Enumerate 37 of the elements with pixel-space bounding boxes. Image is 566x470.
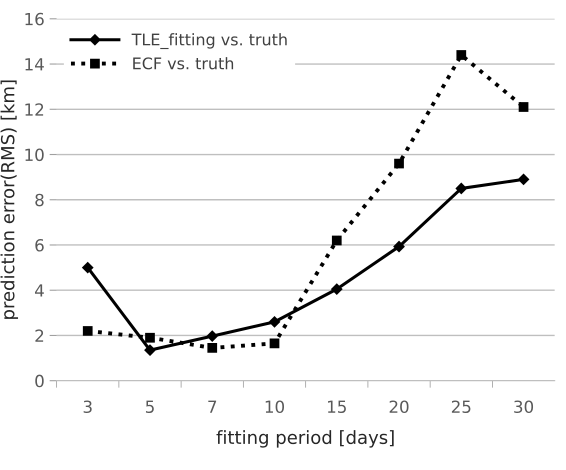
y-tick-label: 14: [25, 58, 44, 70]
point: [206, 330, 218, 342]
y-tick-label: 4: [35, 284, 44, 297]
point: [145, 332, 155, 343]
x-tick-label: 25: [452, 400, 470, 414]
point: [332, 236, 342, 246]
y-tick-label: 2: [35, 329, 44, 342]
point: [268, 316, 280, 328]
legend-label: TLE_fitting vs. truth: [132, 33, 287, 50]
point: [331, 283, 342, 295]
y-axis-title: prediction error(RMS) [km]: [0, 80, 18, 319]
y-tick-label: 16: [25, 12, 44, 26]
y-tick-label: 0: [35, 374, 44, 388]
point: [518, 102, 528, 112]
y-tick-label: 10: [25, 148, 44, 162]
point: [456, 50, 466, 60]
x-tick-label: 10: [266, 400, 284, 414]
y-tick-label: 12: [25, 103, 44, 116]
point: [144, 344, 156, 356]
legend-label: ECF vs. truth: [133, 57, 234, 70]
y-tick-label: 8: [35, 194, 44, 206]
x-tick-label: 3: [84, 400, 92, 414]
point: [82, 262, 94, 274]
point: [393, 240, 405, 252]
point: [270, 338, 280, 348]
point: [82, 326, 93, 336]
x-tick-label: 30: [514, 400, 534, 414]
point: [518, 174, 530, 185]
x-tick-label: 20: [390, 400, 409, 414]
point: [207, 343, 218, 353]
x-tick-label: 15: [328, 400, 346, 414]
point: [456, 182, 467, 194]
point: [394, 158, 404, 168]
x-tick-label: 5: [146, 400, 154, 414]
y-tick-label: 6: [35, 238, 44, 252]
x-tick-label: 7: [208, 400, 216, 413]
x-axis-title: fitting period [days]: [216, 430, 394, 448]
